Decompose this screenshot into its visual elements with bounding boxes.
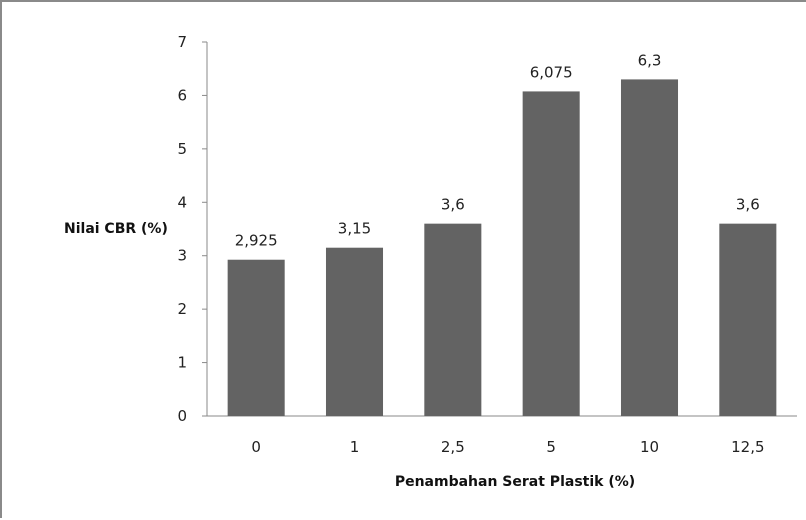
x-tick-label: 0	[251, 438, 261, 456]
y-tick-label: 2	[177, 300, 187, 318]
x-tick-label: 2,5	[441, 438, 465, 456]
y-tick-label: 0	[177, 407, 187, 425]
bar	[325, 247, 384, 416]
bar	[719, 223, 777, 416]
y-tick-label: 3	[177, 247, 187, 265]
x-tick-label: 1	[350, 438, 360, 456]
bar-value-label: 6,3	[638, 51, 662, 69]
bar-value-label: 3,6	[736, 196, 760, 214]
x-axis-ticks: 0 1 2,5 5 10 12,5	[251, 438, 764, 456]
bar	[424, 223, 482, 416]
bar	[620, 79, 679, 417]
x-axis-title: Penambahan Serat Plastik (%)	[395, 474, 635, 490]
y-tick-label: 5	[177, 140, 187, 158]
y-tick-label: 6	[177, 86, 187, 104]
x-tick-label: 12,5	[731, 438, 764, 456]
bar-value-label: 3,6	[441, 196, 465, 214]
bar	[227, 259, 285, 416]
x-tick-label: 5	[546, 438, 556, 456]
y-tick-label: 1	[177, 354, 187, 372]
x-tick-label: 10	[640, 438, 659, 456]
bar	[522, 91, 580, 417]
y-tick-label: 7	[177, 33, 187, 51]
y-axis-title: Nilai CBR (%)	[64, 221, 168, 237]
bar-value-label: 3,15	[338, 220, 371, 238]
y-tick-label: 4	[177, 193, 187, 211]
bars: 2,925 3,15 3,6 6,075 6,3 3,6	[227, 51, 777, 417]
bar-value-label: 2,925	[235, 232, 278, 250]
y-axis-ticks: 0 1 2 3 4 5 6 7	[177, 33, 207, 425]
bar-value-label: 6,075	[530, 63, 573, 81]
